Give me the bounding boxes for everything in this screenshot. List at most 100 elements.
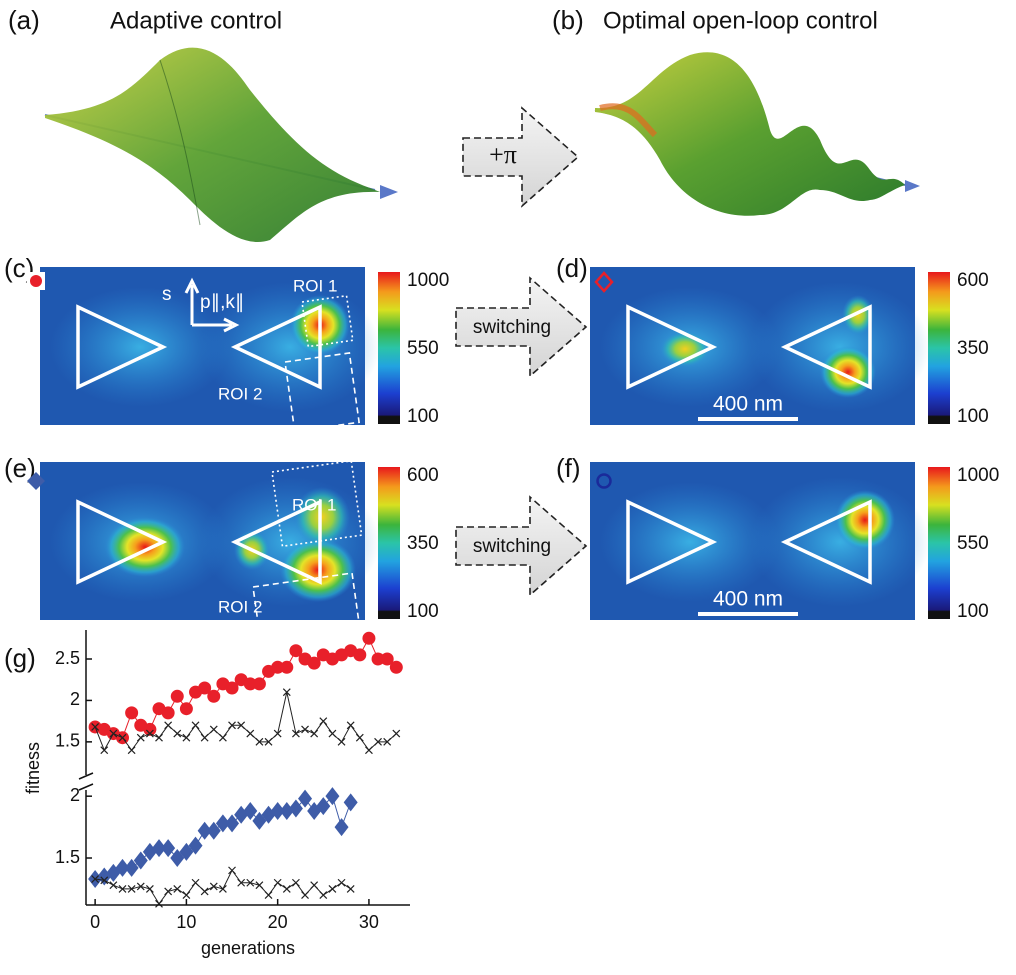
panel-label: (g) [4,643,36,673]
point [182,733,191,742]
point [270,802,285,821]
point [255,881,264,890]
arrow-label: +π [489,140,517,169]
point [371,652,385,666]
marker-icon [30,275,42,287]
point [127,746,136,755]
point [115,858,130,877]
panel-label: (a) [8,5,40,35]
point [91,875,100,883]
axis-label: s [162,284,172,305]
colorbar-label: 100 [957,601,989,622]
marker-icon [596,473,612,489]
point [152,839,167,858]
point [143,722,157,736]
arrow [455,276,588,378]
point [191,878,200,887]
point [161,839,176,858]
point [264,737,273,746]
map-glow [600,482,780,602]
colorbar-label: 600 [407,465,439,486]
triangle [76,499,168,585]
heat-map: ROI 1 ROI 2 600 350 100 [40,459,439,648]
marker-icon [27,472,45,490]
point [225,814,240,833]
roi-label: ROI 2 [218,597,262,616]
arrow [462,106,580,208]
colorbar-label: 100 [957,406,989,427]
colorbar-label: 1000 [407,270,449,291]
marker-icon [594,271,614,293]
colorbar [928,272,950,424]
point [289,644,303,658]
colorbar [378,467,400,619]
point [200,887,209,896]
point [328,729,337,738]
heat-map: ROI 1 ROI 2 s p∥,k∥ 1000 550 100 [40,267,449,433]
point [288,799,303,818]
point [100,746,109,755]
point [383,737,392,746]
point [228,866,236,875]
point [170,689,184,703]
point [380,652,394,666]
roi-box [284,352,361,433]
point [365,746,373,755]
point [362,631,376,645]
point [155,899,163,908]
waveform-b [594,52,920,216]
point [301,725,309,734]
colorbar-label: 100 [407,601,439,622]
point [118,885,127,893]
arrow-label: switching [473,536,551,557]
panel-title: Optimal open-loop control [603,7,878,34]
point [218,885,227,893]
colorbar-label: 550 [407,338,439,359]
point [316,797,331,816]
triangle [626,499,718,585]
colorbar-label: 100 [407,406,439,427]
series-line [94,692,397,752]
point [291,878,300,887]
point [188,836,203,855]
point [125,706,139,720]
axis-break [78,772,94,791]
colorbar-label: 350 [957,338,989,359]
point [264,891,273,900]
hot-spot [280,538,356,602]
point [118,733,127,742]
point [255,737,264,746]
point [179,702,193,716]
point [91,723,100,731]
scale-bar-label: 400 nm [713,588,783,611]
point [252,677,266,691]
roi-label: ROI 1 [292,495,336,514]
triangle [780,499,872,585]
colorbar-label: 600 [957,270,989,291]
point [374,737,382,746]
point [291,729,300,738]
point [237,878,246,887]
roi-label: ROI 1 [293,276,337,295]
hot-spot [294,487,350,547]
point [145,885,154,893]
point [325,787,340,806]
axis-label: p∥,k∥ [200,292,244,313]
point [337,878,346,887]
hot-spot [105,517,185,577]
point [136,882,145,891]
point [191,721,200,730]
x-tick-label: 0 [90,912,100,932]
panel-label: (b) [552,5,584,35]
point [334,818,349,837]
arrow-label: switching [473,317,551,338]
point [280,660,294,674]
x-axis-label: generations [201,938,295,958]
point [164,887,173,896]
point [209,882,218,891]
point [243,802,258,821]
point [282,885,291,893]
y-axis-label: fitness [23,742,43,794]
point [273,878,282,887]
